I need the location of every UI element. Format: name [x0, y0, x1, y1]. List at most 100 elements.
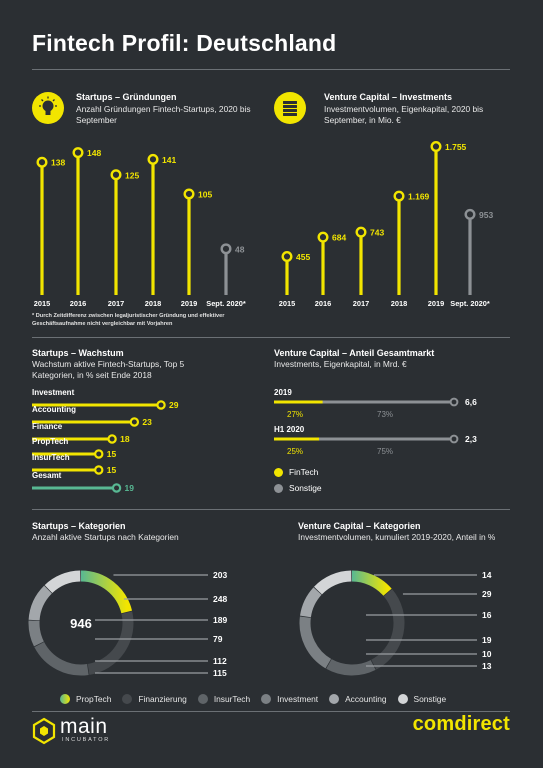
x-tick-label: Sept. 2020* [450, 299, 490, 308]
divider [32, 337, 510, 338]
bar-end-point [449, 434, 459, 444]
x-tick-label: 2016 [315, 299, 331, 308]
segment-value-label: 79 [213, 634, 223, 644]
data-label: 105 [198, 189, 212, 199]
main-incubator-logo: main INCUBATOR [32, 715, 142, 746]
legend-item-insurtech: InsurTech [197, 694, 251, 704]
category-label: Finance [32, 422, 63, 431]
bar-point [36, 156, 48, 168]
section-title-anteil: Venture Capital – Anteil Gesamtmarkt [274, 348, 435, 358]
data-label: 743 [370, 228, 384, 238]
segment-value-label: 10 [482, 649, 492, 659]
section-subtitle-vc-kategorien: Investmentvolumen, kumuliert 2019-2020, … [298, 532, 496, 542]
x-tick-label: 2018 [391, 299, 407, 308]
data-label: 15 [107, 465, 117, 475]
section-title-vc-kategorien: Venture Capital – Kategorien [298, 521, 421, 531]
legend-fintech: FinTech [274, 467, 318, 477]
legend-label: PropTech [76, 694, 112, 704]
legend-label: FinTech [289, 467, 319, 477]
segment-value-label: 115 [213, 668, 227, 678]
data-label: 19 [125, 483, 135, 493]
data-label: 684 [332, 233, 346, 243]
donut-segment [351, 570, 392, 596]
legend-label: Sonstige [289, 483, 322, 493]
x-tick-label: Sept. 2020* [206, 299, 246, 308]
data-label: 1.169 [408, 192, 430, 202]
donut-segment [28, 620, 44, 647]
section-subtitle-gruendungen: Anzahl Gründungen Fintech-Startups, 2020… [76, 104, 251, 125]
legend-label: Investment [277, 694, 319, 704]
section-title-gruendungen: Startups – Gründungen [76, 92, 177, 102]
vc-kategorien-donut: 14 29 16 19 10 13 [299, 570, 492, 676]
legend-item-proptech: PropTech [60, 694, 111, 704]
donut-segment [314, 570, 352, 595]
fintech-share-label: 25% [287, 447, 303, 456]
legend-label: Sonstige [413, 694, 447, 704]
legend-swatch [60, 694, 70, 704]
data-label: 29 [169, 400, 179, 410]
bar-point [430, 141, 442, 153]
sonstige-share-label: 73% [377, 410, 393, 419]
bar-point [72, 147, 84, 159]
section-subtitle-wachstum: Wachstum aktive Fintech-Startups, Top 5 … [32, 359, 185, 380]
category-label: H1 2020 [274, 425, 305, 434]
category-label: PropTech [32, 437, 68, 446]
legend-swatch [122, 694, 133, 704]
lightbulb-icon [32, 92, 64, 124]
bar-point [156, 400, 166, 410]
x-tick-label: 2016 [70, 299, 86, 308]
bar-point [111, 483, 122, 493]
donut-segment [371, 589, 405, 670]
money-stack-icon [274, 92, 306, 124]
x-tick-label: 2015 [34, 299, 50, 308]
segment-value-label: 203 [213, 570, 227, 580]
bar-point [220, 243, 232, 255]
bar-point [317, 231, 329, 243]
category-label: Accounting [32, 405, 76, 414]
segment-value-label: 14 [482, 570, 492, 580]
x-tick-label: 2017 [108, 299, 124, 308]
bar-point [393, 190, 405, 202]
bar-point [129, 417, 140, 427]
section-subtitle-anteil: Investments, Eigenkapital, in Mrd. € [274, 359, 407, 369]
anteil-bar-chart: 2019 6,6 27% 73% H1 2020 2,3 25% 75% [274, 388, 477, 456]
category-label: Investment [32, 388, 75, 397]
donut-segment [300, 587, 322, 618]
data-label: 18 [120, 434, 130, 444]
category-legend: PropTech Finanzierung InsurTech Investme… [60, 694, 457, 704]
legend-label: Finanzierung [138, 694, 187, 704]
donut-segment [299, 616, 332, 669]
legend-label: InsurTech [213, 694, 251, 704]
donut-segment [34, 641, 89, 676]
sonstige-share-label: 75% [377, 447, 393, 456]
bar-point [147, 153, 159, 165]
data-label: 148 [87, 148, 101, 158]
legend-label: Accounting [345, 694, 387, 704]
section-title-investments: Venture Capital – Investments [324, 92, 453, 102]
main-logo-text: main [60, 715, 108, 738]
section-title-wachstum: Startups – Wachstum [32, 348, 124, 358]
category-label: Gesamt [32, 471, 62, 480]
section-title-startups-kategorien: Startups – Kategorien [32, 521, 126, 531]
legend-item-sonstige: Sonstige [397, 694, 447, 704]
legend-swatch [261, 694, 272, 704]
bar-point [110, 169, 122, 181]
legend-item-investment: Investment [261, 694, 318, 704]
data-label: 1.755 [445, 142, 467, 152]
main-logo-sub: INCUBATOR [62, 737, 111, 743]
segment-value-label: 13 [482, 661, 492, 671]
total-label: 2,3 [465, 434, 477, 444]
segment-value-label: 29 [482, 589, 492, 599]
legend-swatch [397, 694, 408, 704]
segment-value-label: 189 [213, 615, 227, 625]
segment-value-label: 248 [213, 594, 227, 604]
footnote: * Durch Zeitdifferenz zwischen legaljuri… [32, 313, 225, 327]
section-subtitle-startups-kategorien: Anzahl aktive Startups nach Kategorien [32, 532, 179, 542]
bar-point [464, 208, 476, 220]
legend-swatch [274, 467, 283, 477]
section-subtitle-investments: Investmentvolumen, Eigenkapital, 2020 bi… [324, 104, 484, 125]
wachstum-bar-chart: Investment 29 Accounting 23 Finance 18 PropTec… [32, 388, 179, 493]
bar-end-point [449, 397, 459, 407]
x-tick-label: 2019 [428, 299, 444, 308]
